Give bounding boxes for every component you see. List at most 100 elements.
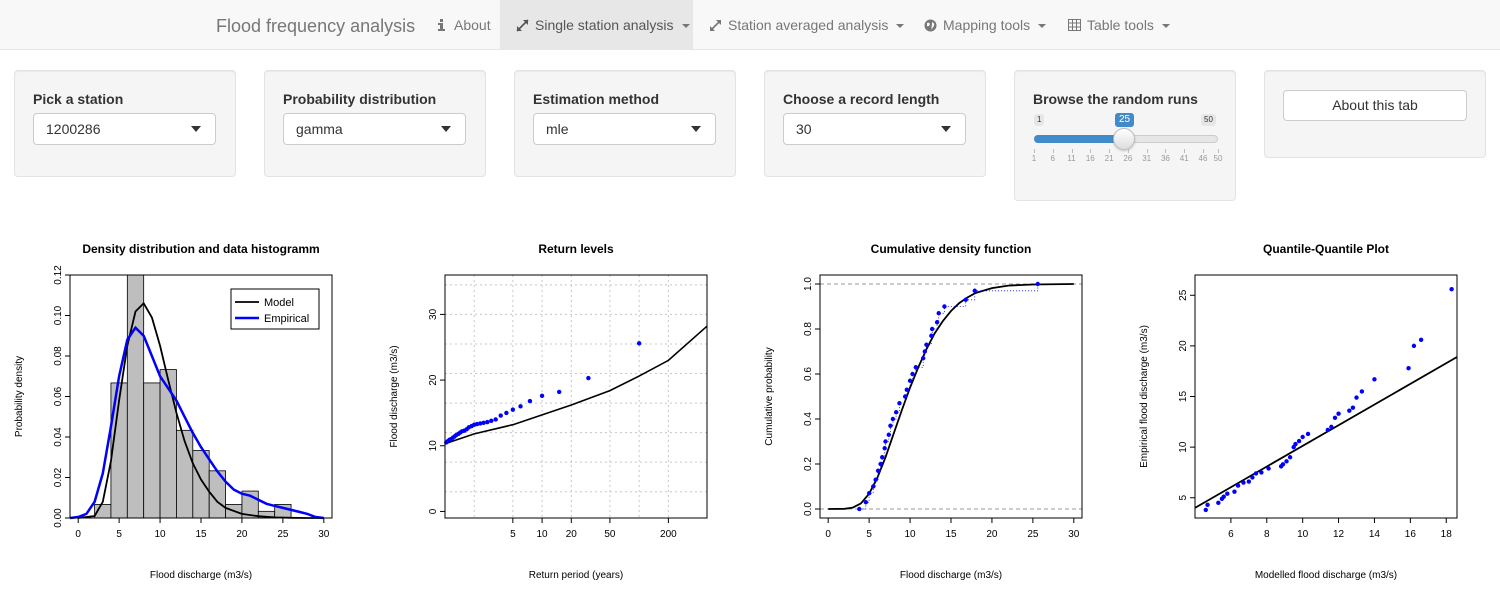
nav-table-tools-label: Table tools [1087,17,1154,33]
slider-tick-mark [1090,149,1092,153]
qq-point [1347,408,1352,413]
x-tick-label: 10 [537,529,549,540]
qq-point [1235,483,1241,488]
record-length-select[interactable]: 30 [783,113,966,145]
qq-point [1203,507,1208,513]
y-tick-label: 25 [1178,289,1189,301]
slider-tick-label: 6 [1050,154,1055,163]
slider-ticks: 1 6 11 16 21 26 31 36 41 46 50 [1032,149,1222,171]
slider-tick-label: 36 [1160,154,1170,163]
slider-tick-mark [1127,149,1129,153]
qq-point [1293,441,1298,447]
x-tick-label: 15 [195,529,207,540]
legend-model-label: Model [264,297,294,309]
qq-point [1300,434,1305,440]
qq-point [1296,438,1302,444]
slider-tick-mark [1034,149,1035,153]
y-tick-label: 5 [1178,495,1189,501]
model-density-line [78,301,324,519]
histogram-bar [143,382,161,519]
x-tick-label: 10 [155,529,167,540]
return-level-point [478,421,483,426]
nav-table-tools[interactable]: Table tools [1067,0,1170,50]
empirical-cdf-point [929,326,935,332]
qq-point [1305,431,1311,437]
y-tick-label: 0.10 [53,305,64,325]
return-level-point [636,341,642,346]
y-tick-label: 0.4 [803,412,814,426]
return-level-point [527,398,533,404]
y-tick-label: 0.04 [53,427,64,447]
slider-tick-mark [1218,149,1219,153]
slider-tick-label: 11 [1067,154,1076,163]
qq-point [1241,480,1246,485]
x-tick-label: 0 [825,529,831,540]
empirical-cdf-point [863,500,869,505]
qq-point [1284,459,1289,464]
nav-single-station[interactable]: Single station analysis [500,0,693,50]
y-tick-label: 30 [428,308,439,320]
y-axis-label: Flood discharge (m3/s) [389,345,400,447]
histogram-bar [192,450,210,519]
return-level-point [539,393,545,399]
x-tick-label: 20 [236,529,248,540]
random-runs-panel: Browse the random runs 1 50 25 1 6 11 16 21 2… [1014,70,1236,201]
random-runs-label: Browse the random runs [1033,91,1198,107]
station-select[interactable]: 1200286 [33,113,216,145]
return-level-point [485,419,490,425]
nav-station-averaged[interactable]: Station averaged analysis [708,0,905,50]
station-select-value: 1200286 [46,121,101,137]
slider-tick-mark [1052,149,1054,153]
y-axis-label: Cumulative probability [764,347,775,445]
distribution-panel: Probability distribution gamma [264,70,486,177]
qq-point [1221,494,1226,499]
y-tick-label: 20 [1178,340,1189,352]
empirical-cdf-point [910,371,915,377]
y-tick-label: 20 [428,374,439,386]
x-tick-label: 5 [116,529,122,540]
cdf-plot: Cumulative density function Flood dischar… [750,233,1125,595]
station-label: Pick a station [33,91,124,107]
nav-about[interactable]: About [420,0,505,50]
slider-tick-label: 26 [1123,154,1133,163]
x-tick-label: 16 [1405,529,1417,540]
nav-about-label: About [454,17,491,33]
qq-point [1266,466,1271,471]
x-tick-label: 25 [277,529,289,540]
qq-point [1325,427,1330,433]
info-icon [434,18,448,32]
empirical-cdf-point [873,477,878,482]
empirical-cdf-point [883,439,888,444]
chevron-down-icon [681,24,690,28]
distribution-select[interactable]: gamma [283,113,466,145]
slider-tick-mark [1109,149,1111,153]
chart-title: Density distribution and data histogramm [82,242,319,256]
qq-point [1216,500,1221,506]
empirical-cdf-point [913,365,918,370]
nav-mapping-tools-label: Mapping tools [943,17,1031,33]
slider-tick-label: 46 [1198,154,1208,163]
empirical-cdf-point [897,401,902,406]
expand-icon [515,18,529,32]
slider-value-label: 25 [1115,113,1135,127]
empirical-cdf-point [929,333,934,338]
empirical-cdf-point [878,461,883,467]
qq-point [1280,462,1286,467]
x-tick-label: 14 [1369,529,1381,540]
slider-tick-label: 31 [1142,154,1152,163]
empirical-cdf-point [922,349,927,354]
x-tick-label: 30 [1068,529,1080,540]
method-select[interactable]: mle [533,113,716,145]
about-this-tab-button[interactable]: About this tab [1283,90,1467,121]
qq-point [1329,424,1334,430]
qq-point [1287,455,1293,460]
distribution-label: Probability distribution [283,91,437,107]
navbar-brand[interactable]: Flood frequency analysis [216,16,416,36]
nav-mapping-tools[interactable]: Mapping tools [923,0,1047,50]
dropdown-arrow-icon [441,126,451,132]
slider-handle[interactable] [1113,128,1136,150]
method-panel: Estimation method mle [514,70,736,177]
model-cdf-line [828,283,1074,510]
slider-max-label: 50 [1201,114,1216,126]
x-axis-label: Modelled flood discharge (m3/s) [1255,570,1397,581]
